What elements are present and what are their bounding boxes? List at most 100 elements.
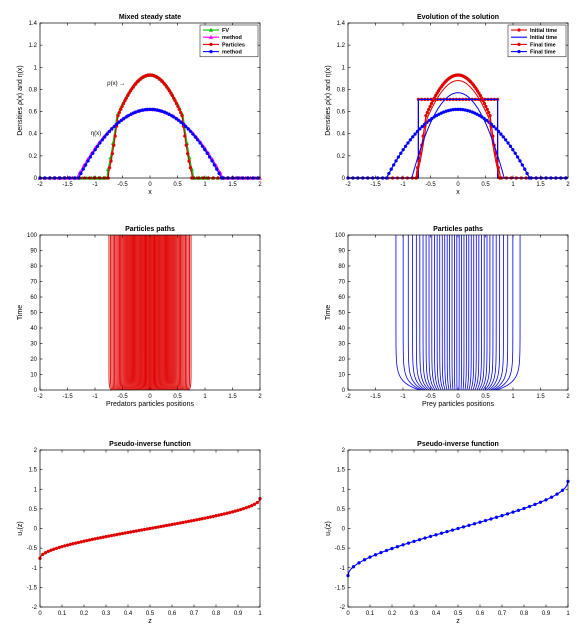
series-line (348, 80, 568, 179)
data-point (244, 506, 248, 510)
particle-path (144, 235, 146, 391)
y-tick-label: 1.5 (337, 468, 346, 474)
particle-path (468, 235, 472, 391)
series-line (348, 74, 568, 179)
series-1 (37, 72, 262, 180)
data-point (357, 561, 361, 565)
legend-marker (209, 42, 213, 47)
x-tick-label: 0.7 (498, 611, 507, 617)
x-axis-label: Predators particles positions (106, 401, 194, 408)
data-point (95, 144, 100, 148)
data-point (112, 143, 116, 147)
data-point (500, 513, 504, 518)
particle-path (434, 235, 440, 391)
x-tick-label: 0 (456, 394, 460, 400)
particle-path (162, 235, 165, 391)
x-tick-label: 1 (203, 394, 207, 400)
data-point (173, 522, 177, 526)
data-point (189, 519, 193, 523)
data-point (413, 132, 417, 136)
data-point (79, 171, 83, 176)
x-tick-label: -1.5 (62, 394, 73, 400)
legend-entry: Particles (203, 42, 245, 48)
particle-path (431, 235, 438, 391)
data-point (394, 159, 398, 163)
legend-label: Initial time (530, 28, 557, 34)
data-point (222, 512, 226, 516)
particle-path (496, 235, 521, 391)
x-tick-label: -2 (345, 182, 351, 188)
particle-path (118, 235, 120, 391)
data-point (200, 144, 205, 148)
data-point (373, 553, 378, 557)
data-point (98, 536, 103, 540)
data-point (247, 505, 251, 509)
particle-path (402, 235, 422, 391)
particle-path (112, 235, 115, 391)
particle-path (446, 235, 450, 391)
y-tick-label: -1 (340, 566, 346, 572)
data-point (120, 104, 124, 109)
data-point (122, 116, 126, 121)
x-tick-label: 0.8 (520, 611, 529, 617)
particle-path (111, 235, 114, 391)
particle-path (131, 235, 134, 391)
data-point (171, 96, 176, 100)
data-point (351, 565, 356, 569)
particle-path (159, 235, 162, 391)
legend-marker (517, 42, 521, 47)
data-point (428, 534, 433, 539)
legend-marker (208, 27, 214, 32)
data-point (424, 114, 428, 118)
particle-path (415, 235, 428, 391)
particle-path (460, 235, 462, 391)
x-tick-label: -2 (37, 394, 43, 400)
data-point (41, 552, 45, 557)
particle-path (121, 235, 124, 391)
y-tick-label: 0 (34, 176, 38, 182)
data-point (212, 163, 217, 167)
data-point (186, 127, 190, 131)
y-tick-label: -2 (32, 605, 38, 611)
x-tick-label: 0.4 (124, 611, 133, 617)
data-point (184, 520, 188, 524)
data-point (478, 520, 482, 524)
y-tick-label: 0.5 (29, 507, 38, 513)
data-point (142, 527, 147, 532)
legend-label: FV (222, 28, 229, 34)
data-point (88, 155, 93, 159)
particle-path (188, 235, 192, 391)
data-point (511, 148, 515, 152)
particle-path (123, 235, 126, 391)
y-tick-label: 50 (338, 311, 345, 317)
data-point (205, 151, 209, 155)
y-tick-label: 50 (30, 311, 37, 317)
data-point (123, 99, 127, 103)
x-tick-label: 0.5 (173, 182, 182, 188)
data-point (173, 99, 177, 103)
x-tick-label: 2 (258, 394, 262, 400)
particle-path (160, 235, 163, 391)
x-tick-label: -1 (400, 182, 406, 188)
data-point (415, 129, 420, 134)
data-point (368, 555, 372, 559)
data-point (461, 525, 466, 529)
particle-path (484, 235, 494, 391)
legend-marker (209, 49, 213, 54)
data-point (43, 551, 48, 555)
data-point (399, 151, 403, 155)
data-point (506, 141, 510, 145)
particle-path (169, 235, 172, 391)
data-point (156, 525, 160, 529)
data-point (214, 514, 218, 518)
particle-path (476, 235, 482, 391)
data-point (479, 96, 484, 100)
chart-2: -2 -1.5 -1 -0.5 0 0.5 1 1.5 2 0 0.2 0.4 0.6 0.8 1 1.2 1.… (325, 14, 570, 196)
x-tick-label: -0.5 (117, 182, 128, 188)
chart-title: Particles paths (433, 226, 483, 233)
annotation: ρ(x) → (107, 81, 125, 87)
data-point (503, 138, 508, 142)
series-line (40, 74, 260, 179)
data-point (101, 535, 105, 539)
